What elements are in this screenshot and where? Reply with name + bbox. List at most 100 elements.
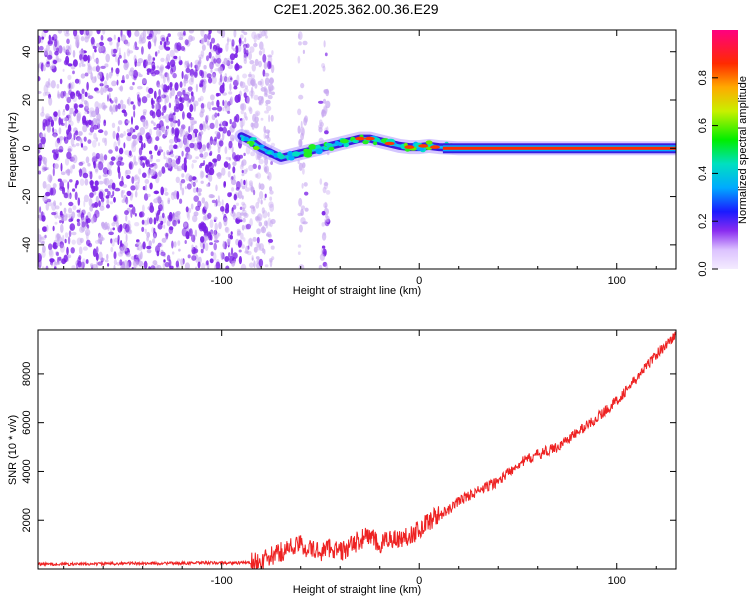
noise-speck bbox=[160, 66, 164, 73]
noise-speck bbox=[90, 120, 94, 128]
noise-speck bbox=[154, 70, 160, 75]
noise-speck bbox=[67, 148, 72, 152]
noise-speck bbox=[97, 161, 104, 171]
noise-speck bbox=[300, 208, 304, 216]
noise-speck bbox=[240, 103, 247, 111]
noise-speck bbox=[67, 63, 73, 67]
noise-speck bbox=[206, 55, 209, 62]
noise-speck bbox=[263, 92, 268, 97]
noise-speck bbox=[149, 182, 153, 190]
noise-speck bbox=[166, 254, 171, 262]
noise-speck bbox=[48, 249, 53, 256]
noise-speck bbox=[177, 240, 181, 247]
signal-blob bbox=[416, 147, 425, 151]
noise-speck bbox=[223, 57, 228, 65]
noise-speck bbox=[164, 261, 170, 268]
noise-speck bbox=[124, 223, 130, 233]
noise-speck bbox=[128, 150, 132, 156]
noise-speck bbox=[85, 100, 89, 110]
noise-speck bbox=[168, 139, 174, 144]
noise-speck bbox=[214, 222, 218, 231]
noise-speck bbox=[116, 79, 119, 86]
noise-speck bbox=[128, 229, 133, 235]
noise-speck bbox=[264, 157, 269, 166]
noise-speck bbox=[255, 112, 259, 117]
noise-speck bbox=[187, 254, 191, 259]
noise-speck bbox=[191, 255, 197, 261]
noise-speck bbox=[212, 252, 217, 261]
noise-speck bbox=[137, 85, 143, 90]
noise-speck bbox=[250, 122, 254, 128]
noise-speck bbox=[89, 192, 94, 198]
noise-speck bbox=[132, 104, 136, 111]
signal-blob bbox=[350, 136, 356, 141]
noise-speck bbox=[133, 139, 138, 146]
noise-speck bbox=[239, 206, 243, 210]
noise-speck bbox=[242, 73, 248, 79]
noise-speck bbox=[209, 152, 212, 157]
noise-speck bbox=[248, 51, 253, 61]
noise-speck bbox=[148, 266, 151, 269]
snr-line bbox=[38, 331, 676, 569]
noise-speck bbox=[250, 185, 254, 192]
noise-speck bbox=[248, 237, 253, 247]
noise-speck bbox=[255, 202, 260, 209]
noise-speck bbox=[300, 217, 306, 225]
noise-speck bbox=[162, 187, 168, 192]
snr-background bbox=[38, 330, 676, 569]
noise-speck bbox=[224, 146, 228, 155]
noise-speck bbox=[171, 127, 175, 134]
noise-speck bbox=[255, 256, 260, 260]
noise-speck bbox=[195, 205, 201, 211]
noise-speck bbox=[88, 197, 93, 207]
noise-speck bbox=[186, 183, 192, 190]
noise-speck bbox=[114, 99, 118, 104]
noise-speck bbox=[151, 226, 155, 234]
noise-speck bbox=[232, 161, 237, 167]
noise-speck bbox=[250, 74, 255, 79]
noise-speck bbox=[104, 221, 108, 230]
noise-speck bbox=[64, 238, 67, 244]
noise-speck bbox=[113, 259, 117, 266]
noise-speck bbox=[261, 96, 264, 104]
noise-speck bbox=[302, 49, 305, 55]
noise-speck bbox=[57, 30, 63, 34]
noise-speck bbox=[111, 122, 116, 128]
noise-speck bbox=[138, 260, 144, 267]
noise-speck bbox=[243, 152, 246, 157]
noise-speck bbox=[231, 137, 235, 141]
noise-speck bbox=[170, 63, 177, 73]
noise-speck bbox=[84, 110, 89, 115]
noise-speck bbox=[213, 216, 218, 221]
noise-speck bbox=[249, 60, 255, 65]
noise-speck bbox=[41, 236, 46, 241]
noise-speck bbox=[264, 110, 269, 114]
colorbar-gradient bbox=[712, 30, 738, 269]
noise-speck bbox=[63, 136, 66, 142]
noise-speck bbox=[54, 221, 58, 225]
noise-speck bbox=[74, 108, 79, 114]
noise-speck bbox=[48, 34, 51, 41]
noise-speck bbox=[217, 232, 221, 237]
y-tick-label: 40 bbox=[21, 46, 33, 58]
noise-speck bbox=[98, 180, 104, 185]
noise-speck bbox=[118, 55, 122, 59]
noise-speck bbox=[252, 187, 255, 196]
noise-speck bbox=[128, 204, 134, 208]
noise-speck bbox=[43, 30, 49, 33]
noise-speck bbox=[245, 245, 249, 254]
noise-speck bbox=[117, 57, 120, 66]
noise-speck bbox=[160, 186, 164, 196]
noise-speck bbox=[261, 30, 266, 37]
noise-speck bbox=[248, 180, 253, 187]
noise-speck bbox=[46, 183, 52, 192]
noise-speck bbox=[249, 46, 255, 53]
noise-speck bbox=[119, 246, 124, 255]
noise-speck bbox=[232, 48, 237, 52]
noise-speck bbox=[136, 61, 141, 67]
noise-speck bbox=[222, 120, 228, 127]
noise-speck bbox=[206, 114, 210, 121]
noise-speck bbox=[318, 264, 323, 269]
noise-speck bbox=[83, 194, 89, 203]
noise-speck bbox=[192, 214, 198, 223]
